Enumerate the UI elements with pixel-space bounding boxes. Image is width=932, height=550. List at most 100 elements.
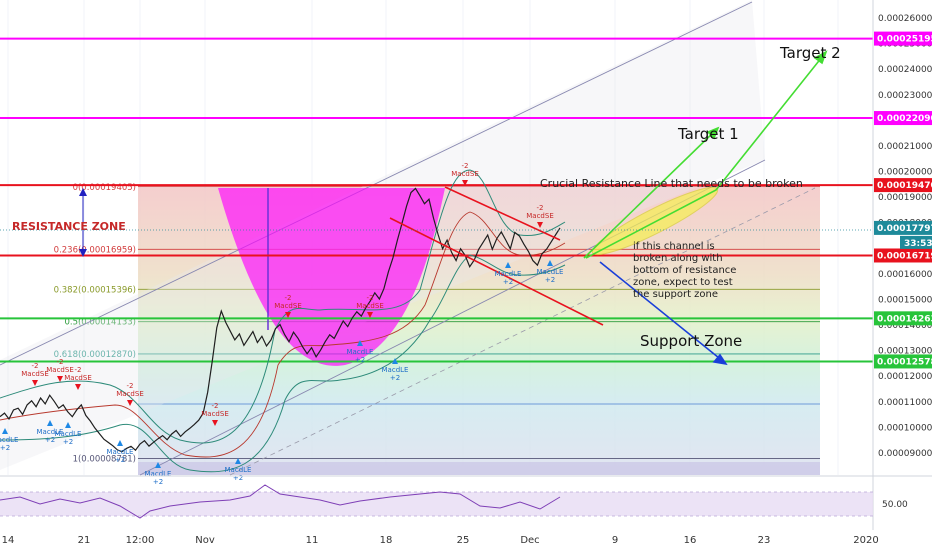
date-axis[interactable]: 14 21 12:00 Nov 11 18 25 Dec 9 16 23 2020 — [2, 535, 879, 546]
svg-text:-2: -2 — [462, 162, 469, 170]
rsi-band — [0, 492, 873, 516]
resistance-zone-marker: RESISTANCE ZONE — [12, 188, 126, 257]
svg-text:MacdSE: MacdSE — [64, 374, 92, 382]
svg-text:MacdSE: MacdSE — [451, 170, 479, 178]
fib-label: 0.236(0.00016959) — [54, 245, 136, 255]
svg-text:MacdLE: MacdLE — [382, 366, 409, 374]
price-tick-label: 0.00016000 — [878, 270, 932, 280]
date-tick-label: 16 — [684, 535, 697, 546]
horizontal-levels[interactable] — [0, 37, 873, 363]
level-tag — [874, 354, 932, 369]
svg-text:MacdSE: MacdSE — [201, 410, 229, 418]
date-tick-label: 21 — [78, 535, 91, 546]
date-tick-label: 12:00 — [126, 535, 155, 546]
date-tick-label: 11 — [306, 535, 319, 546]
target2-arrow — [585, 51, 827, 259]
svg-text:MacdLE: MacdLE — [495, 270, 522, 278]
svg-text:MacdSE: MacdSE — [21, 370, 49, 378]
target1-label: Target 1 — [677, 125, 739, 143]
svg-text:MacdLE: MacdLE — [0, 436, 18, 444]
level-tag — [874, 311, 932, 326]
svg-text:+2: +2 — [153, 478, 163, 486]
target2-label: Target 2 — [779, 44, 841, 62]
level-tag-label: 0.00025195 — [877, 35, 932, 45]
svg-text:MacdLE: MacdLE — [55, 430, 82, 438]
rsi-value-label: 50.00 — [882, 500, 908, 510]
svg-text:-2: -2 — [367, 294, 374, 302]
svg-text:the support zone: the support zone — [633, 289, 718, 300]
price-tick-label: 0.00023000 — [878, 91, 932, 101]
svg-text:+2: +2 — [233, 474, 243, 482]
date-tick-label: 14 — [2, 535, 15, 546]
svg-text:+2: +2 — [115, 456, 125, 464]
arrows[interactable] — [583, 50, 828, 366]
price-axis[interactable]: 0.000260000.000250000.000240000.00023000… — [874, 14, 932, 459]
price-tick-label: 0.00015000 — [878, 295, 932, 305]
svg-text:MacdLE: MacdLE — [145, 470, 172, 478]
svg-text:MacdLE: MacdLE — [107, 448, 134, 456]
level-tag — [874, 248, 932, 263]
price-tick-label: 0.00020000 — [878, 168, 932, 178]
svg-text:bottom of resistance: bottom of resistance — [633, 265, 736, 276]
date-tick-label: 25 — [457, 535, 470, 546]
svg-text:broken along with: broken along with — [633, 253, 723, 264]
svg-text:MacdLE: MacdLE — [537, 268, 564, 276]
svg-text:MacdSE: MacdSE — [526, 212, 554, 220]
price-tick-label: 0.00024000 — [878, 65, 932, 75]
rsi-pane[interactable]: 50.00 — [0, 484, 908, 519]
fib-label: 0.382(0.00015396) — [54, 285, 136, 295]
svg-text:+2: +2 — [45, 436, 55, 444]
current-price-tag — [874, 220, 932, 235]
fib-label: 0.5(0.00014133) — [64, 318, 136, 328]
svg-text:+2: +2 — [0, 444, 10, 452]
level-tag-label: 0.00014263 — [877, 314, 932, 324]
current-price-label: 0.00017797 — [877, 224, 932, 234]
rsi-line — [0, 484, 561, 519]
level-tag-label: 0.00019470 — [877, 181, 932, 191]
channel-note: if this channel is broken along with bot… — [633, 241, 736, 300]
support-arrowhead — [712, 353, 728, 366]
price-tick-label: 0.00010000 — [878, 423, 932, 433]
level-tag-label: 0.00016719 — [877, 251, 932, 261]
svg-text:+2: +2 — [355, 356, 365, 364]
target2-arrowhead — [813, 50, 828, 65]
price-line[interactable] — [0, 187, 561, 453]
price-tick-label: 0.00019000 — [878, 193, 932, 203]
level-tag — [874, 31, 932, 46]
svg-text:MacdSE: MacdSE — [274, 302, 302, 310]
date-tick-label: Dec — [520, 535, 539, 546]
cup-pattern — [218, 188, 445, 366]
support-arrow — [599, 261, 725, 363]
resistance-zone-label: RESISTANCE ZONE — [12, 220, 126, 233]
svg-text:MacdSE: MacdSE — [46, 366, 74, 374]
channel-mid-dashed — [229, 187, 816, 476]
support-zone-label: Support Zone — [640, 332, 742, 350]
svg-text:-2: -2 — [285, 294, 292, 302]
date-tick-label: 18 — [380, 535, 393, 546]
svg-text:-2: -2 — [32, 362, 39, 370]
target1-arrowhead — [706, 126, 720, 140]
descending-channel[interactable] — [389, 186, 604, 326]
svg-text:MacdSE: MacdSE — [116, 390, 144, 398]
svg-text:+2: +2 — [503, 278, 513, 286]
price-tick-label: 0.00013000 — [878, 347, 932, 357]
svg-text:-2: -2 — [127, 382, 134, 390]
date-tick-label: 23 — [758, 535, 771, 546]
countdown-tag — [900, 235, 932, 249]
svg-text:MacdLE: MacdLE — [225, 466, 252, 474]
fib-bottom-band — [138, 462, 820, 475]
svg-text:-2: -2 — [75, 366, 82, 374]
svg-text:-2: -2 — [57, 358, 64, 366]
level-tag — [874, 111, 932, 126]
desc-channel-lower — [389, 217, 604, 326]
plot-area[interactable]: 0(0.00019405) 0.236(0.00016959) 0.382(0.00… — [0, 0, 873, 486]
crucial-resistance-note: Crucial Resistance Line that needs to be… — [540, 177, 803, 190]
price-tick-label: 0.00026000 — [878, 14, 932, 24]
level-tag-label: 0.00022090 — [877, 114, 932, 124]
level-tag-label: 0.00012578 — [877, 357, 932, 367]
price-tick-label: 0.00011000 — [878, 398, 932, 408]
svg-text:MacdLE: MacdLE — [347, 348, 374, 356]
svg-text:MacdLE: MacdLE — [37, 428, 64, 436]
